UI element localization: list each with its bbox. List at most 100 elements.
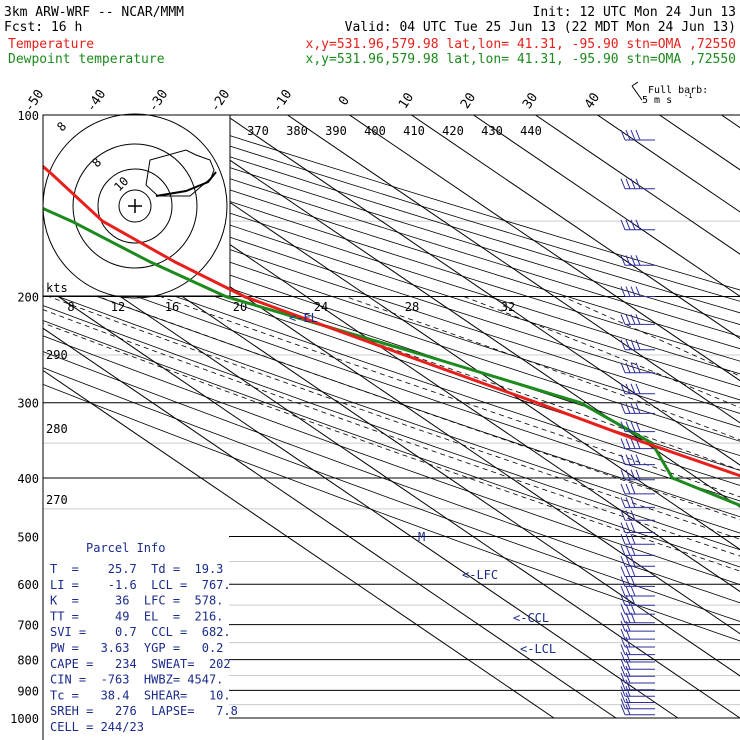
parcel-info-row: TT = 49 EL = 216.	[50, 609, 223, 623]
wind-barb-stroke	[620, 556, 655, 567]
speed-scale-label: 28	[405, 300, 419, 314]
isotherm-label: 30	[520, 90, 541, 111]
sounding-profiles	[43, 164, 740, 507]
wind-barb-stroke	[620, 628, 655, 640]
barb-key-unit: 5 m s	[642, 95, 672, 106]
isotherm-label: 20	[458, 90, 479, 111]
dry-adiabat	[43, 138, 740, 362]
parcel-info-row: SVI = 0.7 CCL = 682.	[50, 625, 231, 639]
wind-barb-stroke	[620, 576, 655, 587]
isotherm-line	[287, 115, 740, 424]
pressure-tick-label: 500	[17, 530, 39, 544]
wind-barb-stroke	[620, 692, 655, 703]
wind-barbs	[620, 129, 655, 716]
theta-label-top: 390	[325, 124, 347, 138]
wind-barb-icon	[620, 545, 655, 556]
parcel-info-row: PW = 3.63 YGP = 0.2	[50, 641, 223, 655]
wind-barb-icon	[620, 698, 655, 710]
wind-barb-icon	[620, 659, 655, 670]
dry-adiabat	[43, 335, 740, 586]
wind-barb-icon	[620, 704, 655, 716]
wind-barb-icon	[620, 178, 655, 190]
axis-labels: 1002003004005006007008009001000-80-70-60…	[10, 87, 603, 726]
isotherm-label: 40	[582, 90, 603, 111]
dewpoint-label: Dewpoint temperature	[8, 52, 165, 67]
theta-label-top: 410	[403, 124, 425, 138]
isotherm-line	[411, 115, 740, 340]
wind-barb-stroke	[620, 545, 655, 556]
annotation-label: <-CCL	[513, 611, 549, 625]
parcel-info-row: SREH = 276 LAPSE= 7.8	[50, 704, 238, 718]
theta-label-top: 400	[364, 124, 386, 138]
wind-barb-stroke	[620, 566, 655, 577]
wind-barb-stroke	[620, 534, 655, 545]
dry-adiabat	[165, 115, 740, 291]
wind-barb-icon	[620, 421, 655, 433]
dry-adiabat	[43, 173, 740, 401]
wind-barb-stroke	[620, 679, 655, 691]
wind-barb-stroke	[620, 339, 655, 351]
pressure-tick-label: 400	[17, 472, 39, 486]
moist-adiabat	[345, 296, 740, 441]
speed-scale-label: 12	[111, 300, 125, 314]
dry-adiabat	[43, 351, 740, 604]
isotherm-line	[101, 115, 740, 550]
theta-label-left: 270	[46, 493, 68, 507]
speed-scale-label: 8	[67, 300, 74, 314]
barb-key-exponent: -1	[684, 92, 692, 100]
speed-scale-label: 32	[501, 300, 515, 314]
parcel-info-row: Tc = 38.4 SHEAR= 10.	[50, 688, 231, 702]
isotherm-line	[659, 115, 740, 171]
parcel-info-row: CAPE = 234 SWEAT= 202	[50, 657, 231, 671]
wind-barb-stroke	[620, 421, 655, 433]
hodograph-unit-label: kts	[46, 281, 68, 295]
wind-barb-icon	[620, 522, 655, 533]
wind-barb-stroke	[620, 612, 655, 624]
theta-label-top: 440	[520, 124, 542, 138]
parcel-info-box: Parcel Info T = 25.7 Td = 19.3 LI = -1.6 …	[43, 535, 238, 740]
dry-adiabat	[43, 383, 740, 642]
hodograph-ring	[118, 189, 152, 223]
moist-adiabat	[43, 309, 740, 557]
theta-label-left: 280	[46, 422, 68, 436]
wind-barb-stroke	[620, 510, 655, 521]
parcel-info-title: Parcel Info	[86, 541, 165, 555]
pressure-tick-label: 300	[17, 397, 39, 411]
wind-barb-stroke	[620, 704, 655, 716]
wind-barb-icon	[620, 129, 655, 141]
annotation-label: <-EL	[289, 311, 318, 325]
isotherm-line	[43, 285, 679, 719]
wind-barb-icon	[620, 595, 655, 606]
temperature-label: Temperature	[8, 37, 94, 52]
wind-barb-icon	[620, 566, 655, 577]
wind-barb-stroke	[620, 469, 655, 481]
annotation-label: M	[418, 530, 425, 544]
isotherm-label: -30	[146, 87, 172, 115]
wind-barb-icon	[620, 438, 655, 450]
wind-barb-icon	[620, 612, 655, 624]
wind-barb-icon	[620, 219, 655, 231]
parcel-info-row: T = 25.7 Td = 19.3	[50, 562, 223, 576]
wind-barb-icon	[620, 510, 655, 521]
hodograph-origin-icon	[128, 199, 142, 213]
wind-barb-stroke	[620, 603, 655, 615]
moist-adiabat	[48, 296, 740, 540]
wind-barb-icon	[620, 603, 655, 615]
pressure-tick-label: 200	[17, 291, 39, 305]
pressure-tick-label: 1000	[10, 712, 39, 726]
isotherm-line	[225, 115, 740, 466]
wind-barb-stroke	[620, 383, 655, 395]
hodograph-ring	[97, 168, 173, 244]
parcel-info-row: K = 36 LFC = 578.	[50, 594, 223, 608]
wind-barb-icon	[620, 576, 655, 587]
parcel-info-row: LI = -1.6 LCL = 767.	[50, 578, 231, 592]
moist-adiabat	[98, 296, 740, 521]
wind-barb-icon	[620, 339, 655, 351]
wind-barb-stroke	[620, 585, 655, 597]
annotation-label: <-LFC	[462, 568, 498, 582]
isotherm-line	[43, 369, 555, 719]
pressure-tick-label: 100	[17, 109, 39, 123]
dry-adiabat	[43, 185, 740, 414]
isotherm-label: 10	[396, 90, 417, 111]
dry-adiabat	[43, 305, 740, 551]
